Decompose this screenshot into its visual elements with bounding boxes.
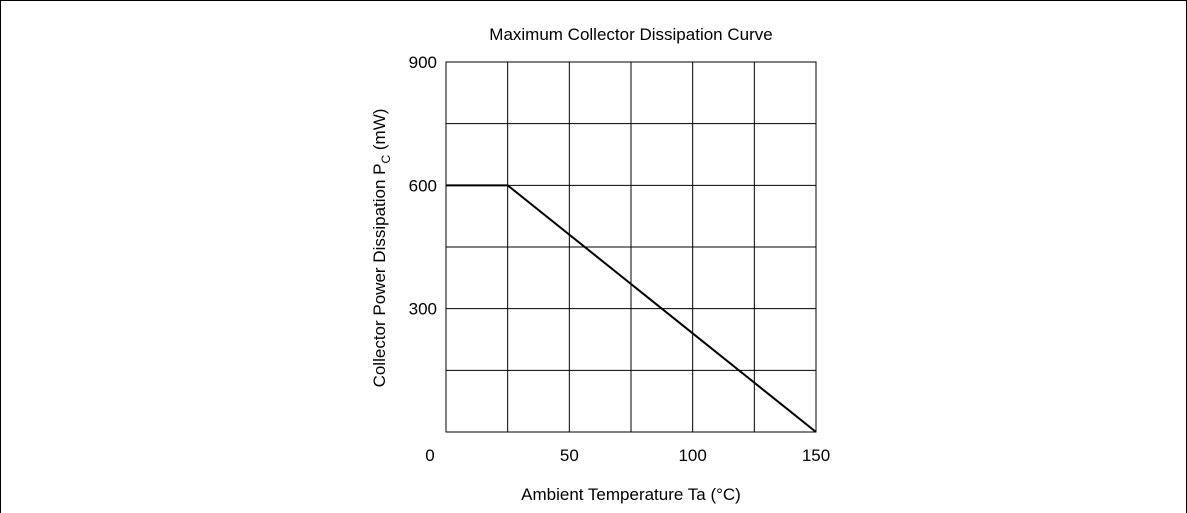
y-axis-label-main: Collector Power Dissipation P (370, 164, 389, 388)
x-tick-label: 150 (802, 446, 830, 465)
x-tick-label: 100 (678, 446, 706, 465)
tick-labels: 0 50 100 150 300 600 900 (409, 53, 831, 465)
y-tick-label: 600 (409, 176, 437, 195)
y-tick-label: 900 (409, 53, 437, 72)
x-axis-label: Ambient Temperature Ta (°C) (521, 485, 741, 504)
chart-title: Maximum Collector Dissipation Curve (489, 25, 772, 44)
y-tick-label: 300 (409, 300, 437, 319)
x-tick-label: 0 (425, 446, 434, 465)
series-line (446, 184, 817, 433)
y-axis-label: Collector Power Dissipation PC (mW) (370, 109, 393, 388)
plot-area (445, 61, 817, 433)
grid-lines (446, 62, 816, 432)
series-layer (446, 184, 817, 433)
x-tick-label: 50 (560, 446, 579, 465)
y-axis-label-subscript: C (379, 155, 393, 164)
y-axis-label-unit: (mW) (370, 109, 389, 155)
